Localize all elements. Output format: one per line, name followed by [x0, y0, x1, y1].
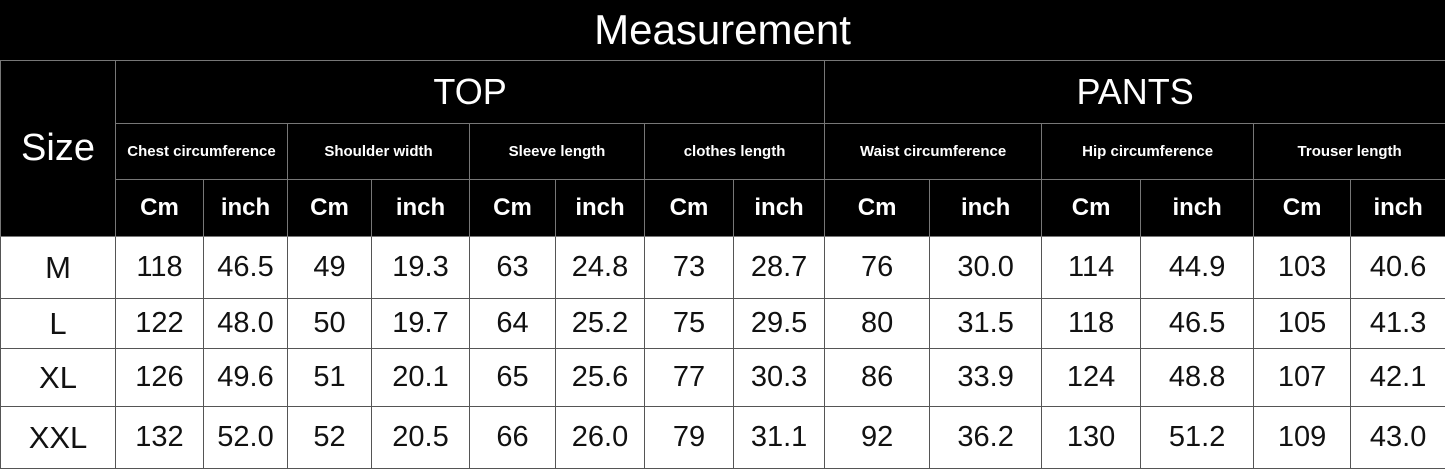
value-cell: 132 — [116, 407, 204, 469]
measure-header: Chest circumference — [116, 124, 288, 180]
value-cell: 46.5 — [1141, 299, 1254, 349]
value-cell: 52.0 — [204, 407, 288, 469]
value-cell: 44.9 — [1141, 237, 1254, 299]
unit-header-cm: Cm — [1042, 180, 1141, 237]
value-cell: 64 — [470, 299, 556, 349]
value-cell: 51.2 — [1141, 407, 1254, 469]
unit-header-cm: Cm — [288, 180, 372, 237]
value-cell: 118 — [116, 237, 204, 299]
value-cell: 130 — [1042, 407, 1141, 469]
measure-header: Sleeve length — [470, 124, 645, 180]
value-cell: 28.7 — [734, 237, 825, 299]
top-group-header: TOP — [116, 61, 825, 124]
unit-header-inch: inch — [734, 180, 825, 237]
value-cell: 124 — [1042, 349, 1141, 407]
page-title: Measurement — [0, 0, 1445, 60]
unit-header-cm: Cm — [116, 180, 204, 237]
value-cell: 66 — [470, 407, 556, 469]
measure-header: Waist circumference — [825, 124, 1042, 180]
size-cell: XL — [1, 349, 116, 407]
value-cell: 20.5 — [372, 407, 470, 469]
value-cell: 20.1 — [372, 349, 470, 407]
value-cell: 49 — [288, 237, 372, 299]
value-cell: 80 — [825, 299, 930, 349]
value-cell: 75 — [645, 299, 734, 349]
unit-header-cm: Cm — [1254, 180, 1351, 237]
value-cell: 33.9 — [930, 349, 1042, 407]
size-cell: M — [1, 237, 116, 299]
pants-group-header: PANTS — [825, 61, 1445, 124]
value-cell: 50 — [288, 299, 372, 349]
size-cell: XXL — [1, 407, 116, 469]
value-cell: 19.3 — [372, 237, 470, 299]
value-cell: 42.1 — [1351, 349, 1445, 407]
value-cell: 36.2 — [930, 407, 1042, 469]
value-cell: 46.5 — [204, 237, 288, 299]
value-cell: 24.8 — [556, 237, 645, 299]
value-cell: 105 — [1254, 299, 1351, 349]
value-cell: 51 — [288, 349, 372, 407]
value-cell: 48.0 — [204, 299, 288, 349]
value-cell: 25.2 — [556, 299, 645, 349]
value-cell: 29.5 — [734, 299, 825, 349]
measure-header: Shoulder width — [288, 124, 470, 180]
unit-header-inch: inch — [1351, 180, 1445, 237]
value-cell: 79 — [645, 407, 734, 469]
unit-header-inch: inch — [372, 180, 470, 237]
unit-header-cm: Cm — [470, 180, 556, 237]
value-cell: 107 — [1254, 349, 1351, 407]
value-cell: 48.8 — [1141, 349, 1254, 407]
unit-header-cm: Cm — [825, 180, 930, 237]
measure-header: Trouser length — [1254, 124, 1445, 180]
unit-header-cm: Cm — [645, 180, 734, 237]
value-cell: 65 — [470, 349, 556, 407]
unit-header-inch: inch — [204, 180, 288, 237]
value-cell: 30.3 — [734, 349, 825, 407]
value-cell: 63 — [470, 237, 556, 299]
value-cell: 31.1 — [734, 407, 825, 469]
value-cell: 118 — [1042, 299, 1141, 349]
measure-header: Hip circumference — [1042, 124, 1254, 180]
value-cell: 49.6 — [204, 349, 288, 407]
size-header: Size — [1, 61, 116, 237]
value-cell: 30.0 — [930, 237, 1042, 299]
value-cell: 109 — [1254, 407, 1351, 469]
value-cell: 25.6 — [556, 349, 645, 407]
value-cell: 86 — [825, 349, 930, 407]
value-cell: 52 — [288, 407, 372, 469]
value-cell: 19.7 — [372, 299, 470, 349]
unit-header-inch: inch — [1141, 180, 1254, 237]
value-cell: 26.0 — [556, 407, 645, 469]
value-cell: 31.5 — [930, 299, 1042, 349]
value-cell: 41.3 — [1351, 299, 1445, 349]
unit-header-inch: inch — [930, 180, 1042, 237]
value-cell: 114 — [1042, 237, 1141, 299]
value-cell: 76 — [825, 237, 930, 299]
value-cell: 43.0 — [1351, 407, 1445, 469]
value-cell: 73 — [645, 237, 734, 299]
size-cell: L — [1, 299, 116, 349]
measure-header: clothes length — [645, 124, 825, 180]
value-cell: 122 — [116, 299, 204, 349]
value-cell: 103 — [1254, 237, 1351, 299]
value-cell: 40.6 — [1351, 237, 1445, 299]
value-cell: 77 — [645, 349, 734, 407]
value-cell: 126 — [116, 349, 204, 407]
value-cell: 92 — [825, 407, 930, 469]
unit-header-inch: inch — [556, 180, 645, 237]
